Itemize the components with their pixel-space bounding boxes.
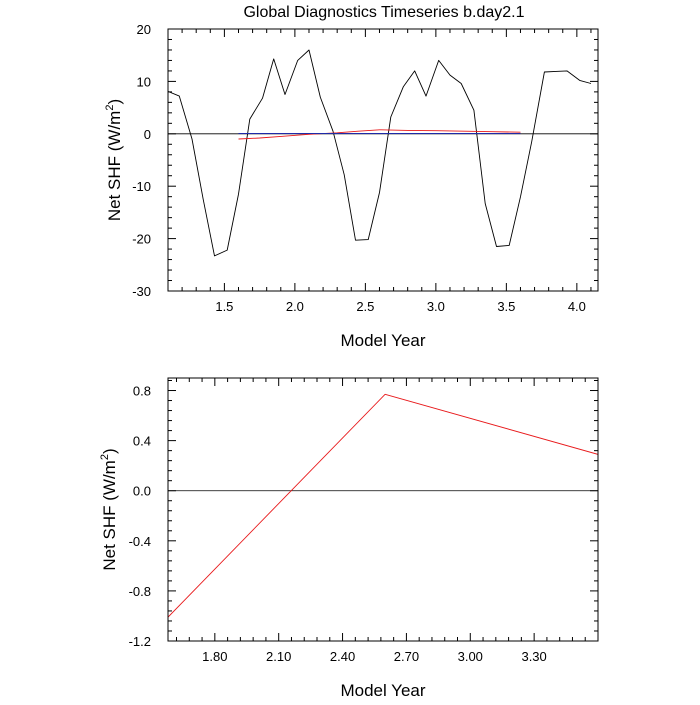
x-tick-label: 1.5	[215, 299, 233, 314]
y-axis-title: Net SHF (W/m2)	[104, 99, 124, 221]
x-axis-title: Model Year	[340, 681, 425, 700]
series-line-0	[168, 49, 592, 257]
series-group	[168, 49, 592, 257]
y-axis-title: Net SHF (W/m2)	[99, 448, 119, 570]
y-tick-label: 0	[144, 127, 151, 142]
y-axis-title-end: )	[100, 448, 119, 454]
plot-frame	[167, 377, 599, 642]
x-axis-title: Model Year	[340, 331, 425, 350]
y-tick-label: 0.4	[133, 434, 151, 449]
y-axis-title-main: Net SHF (W/m	[100, 460, 119, 571]
plot-frame	[167, 28, 599, 292]
y-tick-label: -30	[132, 284, 151, 299]
x-tick-label: 4.0	[568, 299, 586, 314]
y-axis-title-end: )	[105, 99, 124, 105]
y-axis-title-superscript: 2	[104, 105, 116, 111]
y-tick-label: 0.0	[133, 484, 151, 499]
x-tick-label: 2.10	[266, 649, 291, 664]
y-tick-label: 20	[137, 22, 151, 37]
x-tick-label: 3.5	[497, 299, 515, 314]
series-group	[168, 393, 598, 618]
y-tick-label: -1.2	[129, 634, 151, 649]
x-tick-label: 3.0	[427, 299, 445, 314]
x-tick-label: 2.0	[286, 299, 304, 314]
series-line-0	[168, 393, 598, 618]
x-tick-label: 2.70	[394, 649, 419, 664]
y-tick-label: -10	[132, 179, 151, 194]
series-line-1	[238, 129, 521, 140]
y-axis-title-superscript: 2	[99, 454, 111, 460]
y-tick-label: 10	[137, 74, 151, 89]
x-tick-label: 2.5	[356, 299, 374, 314]
bottom-chart-panel: 1.80 2.10 2.40 2.70 3.00 3.30 -1.2 -0.8 -0.4 0.0 0…	[99, 377, 599, 700]
y-tick-label: -0.4	[129, 534, 151, 549]
x-tick-label: 1.80	[202, 649, 227, 664]
top-chart-panel: 1.5 2.0 2.5 3.0 3.5 4.0 -30 -20 -10 0 10 20 Model Ye…	[104, 22, 599, 350]
x-tick-label: 2.40	[330, 649, 355, 664]
chart-title: Global Diagnostics Timeseries b.day2.1	[243, 4, 524, 21]
y-axis-title-main: Net SHF (W/m	[105, 111, 124, 222]
y-tick-label: -0.8	[129, 584, 151, 599]
x-tick-label: 3.30	[521, 649, 546, 664]
y-tick-label: -20	[132, 232, 151, 247]
x-tick-label: 3.00	[458, 649, 483, 664]
y-tick-label: 0.8	[133, 384, 151, 399]
